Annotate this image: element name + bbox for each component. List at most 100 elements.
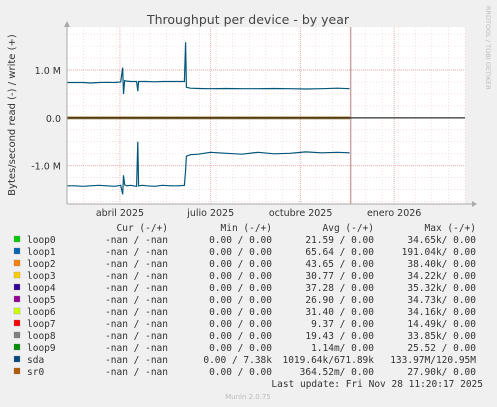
legend-min: 0.00 / 0.00 xyxy=(209,295,272,306)
legend-min: 0.00 / 0.00 xyxy=(209,319,272,330)
legend-header-max: Max (-/+) xyxy=(425,223,476,234)
legend-min: 0.00 / 0.00 xyxy=(209,283,272,294)
x-tick-label: abril 2025 xyxy=(96,208,144,219)
legend-avg: 43.65 / 0.00 xyxy=(305,259,374,270)
legend-avg: 26.90 / 0.00 xyxy=(305,295,374,306)
legend-name: loop7 xyxy=(27,319,56,330)
legend-avg: 31.40 / 0.00 xyxy=(305,307,374,318)
legend-name: loop2 xyxy=(27,259,56,270)
y-tick-label: -1.0 M xyxy=(31,162,61,173)
legend-max: 14.49k/ 0.00 xyxy=(407,319,476,330)
legend-min: 0.00 / 0.00 xyxy=(209,307,272,318)
legend-max: 27.90k/ 0.00 xyxy=(407,367,476,378)
legend-min: 0.00 / 0.00 xyxy=(209,343,272,354)
x-tick-label: julio 2025 xyxy=(186,208,234,219)
x-tick-labels: abril 2025 julio 2025 octubre 2025 enero 20… xyxy=(96,208,422,219)
legend-name: loop1 xyxy=(27,247,56,258)
legend-avg: 364.52m/ 0.00 xyxy=(300,367,375,378)
legend-cur: -nan / -nan xyxy=(105,259,168,270)
x-axis-arrow xyxy=(472,201,477,207)
legend-row: sda -nan / -nan 0.00 / 7.38k 1019.64k/671.8… xyxy=(13,355,476,366)
y-tick-labels: 1.0 M 0.0 -1.0 M xyxy=(31,66,61,173)
legend-cur: -nan / -nan xyxy=(105,319,168,330)
legend-swatch xyxy=(13,259,21,267)
legend-max: 33.85k/ 0.00 xyxy=(407,331,476,342)
legend-header: Cur (-/+) Min (-/+) Avg (-/+) Max (-/+) xyxy=(117,223,476,234)
legend-header-min: Min (-/+) xyxy=(221,223,272,234)
legend-name: loop5 xyxy=(27,295,56,306)
legend-cur: -nan / -nan xyxy=(105,247,168,258)
legend-avg: 19.43 / 0.00 xyxy=(305,331,374,342)
legend-swatch xyxy=(13,271,21,279)
legend-cur: -nan / -nan xyxy=(105,283,168,294)
legend-row: sr0 -nan / -nan 0.00 / 0.00 364.52m/ 0.00 27… xyxy=(13,367,476,378)
legend-max: 34.73k/ 0.00 xyxy=(407,295,476,306)
sda-read-line xyxy=(67,141,350,195)
legend-swatch xyxy=(13,319,21,327)
legend-min: 0.00 / 0.00 xyxy=(209,271,272,282)
legend-max: 191.04k/ 0.00 xyxy=(402,247,477,258)
legend-row: loop4 -nan / -nan 0.00 / 0.00 37.28 / 0.00 3… xyxy=(13,283,476,294)
legend-avg: 37.28 / 0.00 xyxy=(305,283,374,294)
legend-swatch xyxy=(13,295,21,303)
legend-max: 35.32k/ 0.00 xyxy=(407,283,476,294)
legend-row: loop0 -nan / -nan 0.00 / 0.00 21.59 / 0.00 3… xyxy=(13,235,476,246)
x-tick-label: enero 2026 xyxy=(367,208,421,219)
last-update: Last update: Fri Nov 28 11:20:17 2025 xyxy=(271,379,483,390)
grid xyxy=(66,27,466,204)
legend-name: sr0 xyxy=(27,367,44,378)
legend-swatch xyxy=(13,247,21,255)
legend-cur: -nan / -nan xyxy=(105,307,168,318)
legend-max: 38.40k/ 0.00 xyxy=(407,259,476,270)
legend-swatch xyxy=(13,283,21,291)
legend-swatch xyxy=(13,343,21,351)
series-lines xyxy=(67,42,350,195)
legend-name: loop3 xyxy=(27,271,56,282)
legend-header-avg: Avg (-/+) xyxy=(323,223,374,234)
legend-avg: 1.14m/ 0.00 xyxy=(311,343,374,354)
legend-max: 34.16k/ 0.00 xyxy=(407,307,476,318)
legend-min: 0.00 / 7.38k xyxy=(203,355,272,366)
legend-min: 0.00 / 0.00 xyxy=(209,235,272,246)
legend-cur: -nan / -nan xyxy=(105,343,168,354)
y-tick-label: 1.0 M xyxy=(35,66,61,77)
legend-row: loop8 -nan / -nan 0.00 / 0.00 19.43 / 0.00 3… xyxy=(13,331,476,342)
legend-name: loop6 xyxy=(27,307,56,318)
legend-cur: -nan / -nan xyxy=(105,331,168,342)
y-tick-label: 0.0 xyxy=(46,114,61,125)
legend-swatch xyxy=(13,235,21,243)
legend-avg: 30.77 / 0.00 xyxy=(305,271,374,282)
chart-title: Throughput per device - by year xyxy=(146,12,350,27)
legend-min: 0.00 / 0.00 xyxy=(209,259,272,270)
y-axis-arrow xyxy=(64,21,70,27)
legend-row: loop1 -nan / -nan 0.00 / 0.00 65.64 / 0.00 1… xyxy=(13,247,477,258)
legend-rows: loop0 -nan / -nan 0.00 / 0.00 21.59 / 0.00 3… xyxy=(13,235,477,378)
legend-max: 133.97M/120.95M xyxy=(390,355,476,366)
legend-header-cur: Cur (-/+) xyxy=(117,223,168,234)
legend-row: loop9 -nan / -nan 0.00 / 0.00 1.14m/ 0.00 25… xyxy=(13,343,476,354)
legend-row: loop2 -nan / -nan 0.00 / 0.00 43.65 / 0.00 3… xyxy=(13,259,476,270)
legend-max: 34.22k/ 0.00 xyxy=(407,271,476,282)
legend-cur: -nan / -nan xyxy=(105,295,168,306)
sda-write-line xyxy=(67,42,350,95)
legend-swatch xyxy=(13,307,21,315)
legend-row: loop6 -nan / -nan 0.00 / 0.00 31.40 / 0.00 3… xyxy=(13,307,476,318)
y-axis-label: Bytes/second read (-) / write (+) xyxy=(7,34,18,196)
legend-avg: 21.59 / 0.00 xyxy=(305,235,374,246)
legend-row: loop7 -nan / -nan 0.00 / 0.00 9.37 / 0.00 14… xyxy=(13,319,476,330)
legend-cur: -nan / -nan xyxy=(105,235,168,246)
legend-cur: -nan / -nan xyxy=(105,271,168,282)
legend-avg: 1019.64k/671.89k xyxy=(282,355,374,366)
legend-name: loop9 xyxy=(27,343,56,354)
legend-name: loop4 xyxy=(27,283,56,294)
rrdtool-credit: RRDTOOL / TOBI OETIKER xyxy=(484,6,492,90)
legend-min: 0.00 / 0.00 xyxy=(209,367,272,378)
x-tick-label: octubre 2025 xyxy=(269,208,333,219)
legend-name: loop8 xyxy=(27,331,56,342)
legend-swatch xyxy=(13,367,21,375)
legend-avg: 65.64 / 0.00 xyxy=(305,247,374,258)
legend-max: 34.65k/ 0.00 xyxy=(407,235,476,246)
legend-row: loop3 -nan / -nan 0.00 / 0.00 30.77 / 0.00 3… xyxy=(13,271,476,282)
